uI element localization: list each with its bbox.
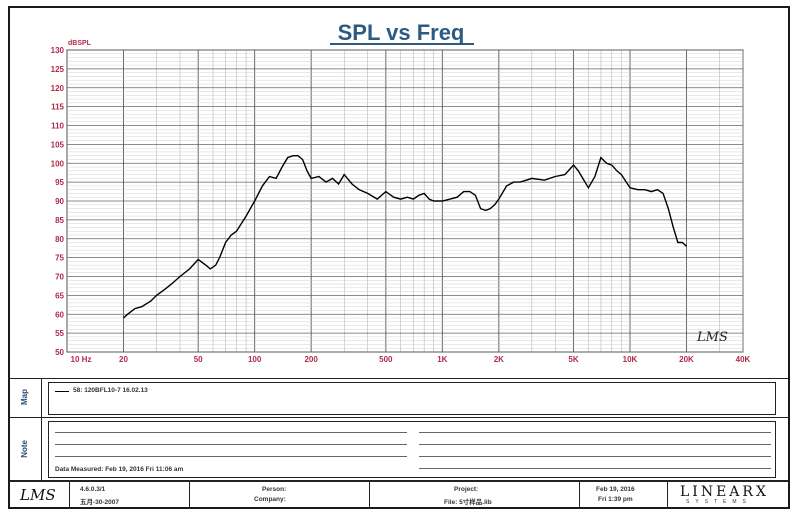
x-tick-label: 1K [437,355,447,364]
note-line [55,444,407,445]
brand-sub-text: SYSTEMS [686,499,752,505]
note-box: Data Measured: Feb 19, 2016 Fri 11:06 am [48,421,776,478]
y-tick-label: 75 [55,254,64,263]
x-tick-label: 10 Hz [71,355,92,364]
x-tick-label: 100 [248,355,262,364]
note-line [55,456,407,457]
y-tick-label: 120 [51,84,65,93]
footer-logo-cell: LMS [10,482,70,509]
note-side-box: Note [10,418,42,481]
company-label: Company: [254,496,286,503]
note-line [419,444,771,445]
footer-version-cell: 4.6.0.3/1 五月-30-2007 [70,482,190,509]
x-tick-label: 40K [736,355,751,364]
map-panel: Map 58: 120BFL10-7 16.02.13 [10,378,788,418]
map-side-label: Map [20,389,29,405]
note-panel: Note Data Measured: Feb 19, 2016 Fri 11:… [10,417,788,481]
lms-logo: LMS [20,486,56,504]
footer-date: Feb 19, 2016 [596,486,635,493]
x-tick-label: 5K [568,355,578,364]
y-tick-label: 90 [55,197,64,206]
footer-person-cell: Person: Company: [190,482,370,509]
note-line [419,432,771,433]
x-tick-label: 20 [119,355,128,364]
footer-project-cell: Project: File: 5寸样品.lib [370,482,580,509]
chart-lms-logo: LMS [696,330,728,345]
y-tick-label: 100 [51,159,65,168]
footer-bar: LMS 4.6.0.3/1 五月-30-2007 Person: Company… [10,480,788,509]
series-line [123,155,687,319]
y-tick-label: 110 [51,122,64,131]
linearx-logo: LINEARX SYSTEMS [672,484,784,508]
note-line [55,432,407,433]
y-tick-label: 70 [55,273,64,282]
note-side-label: Note [20,440,29,458]
chart-title: SPL vs Freq [338,20,465,45]
x-tick-label: 200 [304,355,318,364]
legend-swatch [55,391,69,392]
x-tick-label: 2K [494,355,504,364]
y-tick-label: 95 [55,178,64,187]
note-line [419,468,771,469]
file-label: File: 5寸样品.lib [444,499,492,506]
legend-entry: 58: 120BFL10-7 16.02.13 [73,387,148,394]
y-unit-label: dBSPL [68,40,92,47]
footer-time: Fri 1:39 pm [598,496,633,503]
project-label: Project: [454,486,479,493]
x-tick-label: 20K [679,355,694,364]
y-tick-label: 65 [55,291,64,300]
footer-date-cell: Feb 19, 2016 Fri 1:39 pm [580,482,668,509]
y-tick-label: 80 [55,235,64,244]
y-tick-label: 115 [51,103,64,112]
y-tick-label: 125 [51,65,65,74]
x-tick-label: 500 [379,355,393,364]
y-tick-label: 130 [51,46,65,55]
x-tick-label: 10K [623,355,638,364]
map-legend-box: 58: 120BFL10-7 16.02.13 [48,382,776,415]
x-tick-label: 50 [194,355,203,364]
brand-text: LINEARX [680,484,769,500]
person-label: Person: [262,486,287,493]
y-tick-label: 55 [55,329,64,338]
version-date-text: 五月-30-2007 [80,499,120,506]
note-line [419,456,771,457]
y-tick-label: 105 [51,140,65,149]
y-tick-label: 85 [55,216,64,225]
y-tick-label: 50 [55,348,64,357]
data-measured-text: Data Measured: Feb 19, 2016 Fri 11:06 am [55,466,184,473]
version-text: 4.6.0.3/1 [80,486,106,493]
report-sheet: SPL vs Freq 50 55 60 65 70 75 80 85 90 95 100 105 11… [8,6,790,509]
map-side-box: Map [10,379,42,418]
y-tick-label: 60 [55,310,64,319]
spl-chart: SPL vs Freq 50 55 60 65 70 75 80 85 90 95 100 105 11… [51,20,751,364]
